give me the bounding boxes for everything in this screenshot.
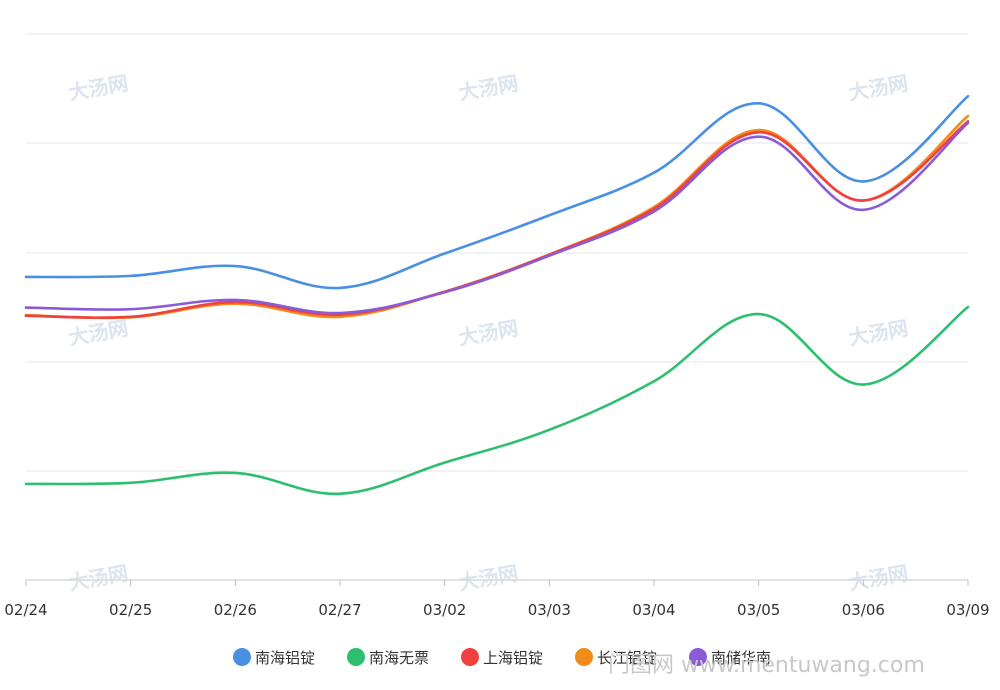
x-axis: 02/24 02/25 02/26 02/27 03/02 03/03 03/04 03/05…: [4, 579, 990, 619]
brand-watermark: 大汤网: [457, 316, 520, 350]
brand-watermark: 大汤网: [847, 316, 910, 350]
legend-swatch: [575, 648, 593, 666]
x-tick-label: 03/04: [632, 601, 675, 619]
legend-label: 长江铝锭: [597, 649, 657, 667]
series-line: [24, 120, 970, 320]
series-line: [24, 121, 970, 315]
legend-label: 上海铝锭: [483, 649, 543, 667]
site-watermark: 门图网 www.mentuwang.com: [608, 653, 925, 678]
series-line: [24, 114, 970, 320]
legend-item[interactable]: 南海铝锭: [233, 648, 315, 667]
legend-swatch: [233, 648, 251, 666]
x-tick-label: 02/24: [4, 601, 47, 619]
legend: 南海铝锭 南海无票 上海铝锭 长江铝锭 南储华南: [233, 648, 771, 667]
x-tick-label: 03/02: [423, 601, 466, 619]
x-tick-label: 02/25: [109, 601, 152, 619]
x-tick-label: 03/06: [842, 601, 885, 619]
legend-item[interactable]: 南海无票: [347, 648, 429, 667]
grid-lines: [26, 33, 968, 472]
brand-watermark: 大汤网: [457, 561, 520, 595]
legend-swatch: [461, 648, 479, 666]
series-line: [24, 305, 970, 496]
brand-watermark: 大汤网: [67, 316, 130, 350]
series-layer: [24, 94, 970, 496]
x-tick-label: 03/05: [737, 601, 780, 619]
legend-item[interactable]: 南储华南: [689, 648, 771, 667]
legend-item[interactable]: 上海铝锭: [461, 648, 543, 667]
x-tick-label: 03/09: [946, 601, 989, 619]
legend-swatch: [347, 648, 365, 666]
x-tick-label: 02/27: [318, 601, 361, 619]
brand-watermark: 大汤网: [457, 71, 520, 105]
brand-watermark: 大汤网: [67, 71, 130, 105]
series-line: [24, 94, 970, 290]
legend-label: 南海铝锭: [255, 649, 315, 667]
legend-swatch: [689, 648, 707, 666]
legend-label: 南储华南: [711, 649, 771, 667]
legend-label: 南海无票: [369, 649, 429, 667]
brand-watermark: 大汤网: [67, 561, 130, 595]
x-tick-label: 02/26: [214, 601, 257, 619]
brand-watermark: 大汤网: [847, 561, 910, 595]
legend-item[interactable]: 长江铝锭: [575, 648, 657, 667]
x-tick-label: 03/03: [528, 601, 571, 619]
brand-watermark: 大汤网: [847, 71, 910, 105]
